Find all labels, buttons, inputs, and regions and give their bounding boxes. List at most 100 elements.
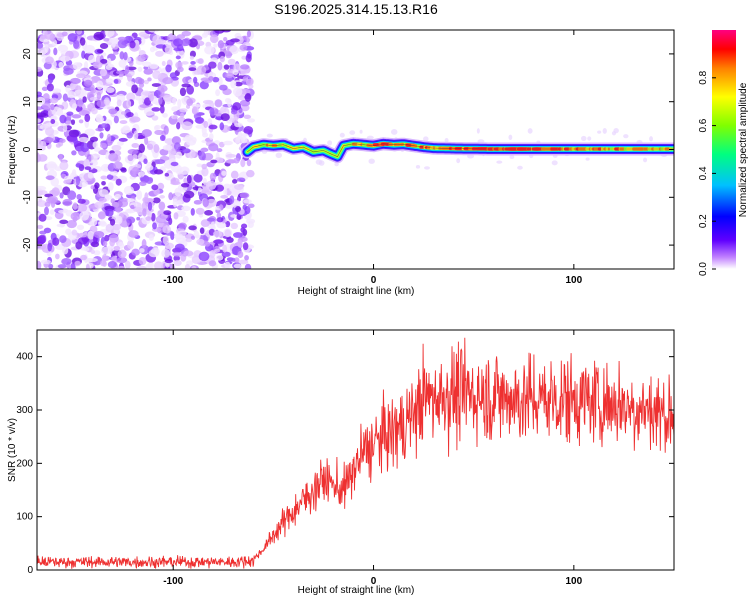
noise-blob: [115, 215, 123, 225]
noise-blob: [246, 30, 252, 38]
noise-blob: [169, 263, 176, 269]
noise-blob: [235, 137, 241, 145]
noise-blob: [242, 204, 248, 211]
noise-blob: [151, 83, 162, 87]
noise-blob: [50, 177, 60, 187]
noise-blob: [241, 55, 248, 60]
noise-blob: [138, 143, 145, 153]
noise-blob: [75, 73, 86, 79]
noise-blob: [241, 223, 248, 229]
noise-blob: [101, 254, 107, 263]
noise-blob: [73, 138, 79, 145]
noise-blob: [46, 161, 57, 171]
noise-blob: [45, 175, 55, 180]
noise-blob: [136, 265, 148, 269]
noise-blob: [47, 242, 53, 252]
y-tick-label: 100: [16, 512, 33, 523]
noise-blob: [42, 93, 50, 101]
noise-blob: [37, 118, 42, 123]
noise-blob: [188, 67, 197, 72]
noise-blob: [44, 30, 54, 40]
noise-blob: [183, 190, 195, 199]
noise-blob: [120, 168, 127, 173]
noise-blob: [181, 205, 191, 212]
noise-blob: [173, 255, 180, 262]
noise-blob: [225, 204, 233, 209]
noise-blob: [120, 126, 131, 134]
noise-blob: [124, 65, 130, 75]
noise-blob: [190, 235, 196, 240]
noise-blob: [92, 61, 103, 69]
noise-speck: [366, 135, 374, 140]
noise-blob: [242, 242, 249, 251]
noise-blob: [163, 159, 174, 170]
noise-speck: [477, 139, 485, 144]
noise-blob: [208, 133, 214, 140]
noise-speck: [496, 160, 503, 164]
noise-blob: [164, 258, 173, 264]
colorbar-tick-label: 0.6: [698, 118, 709, 132]
noise-blob: [70, 77, 81, 85]
noise-blob: [138, 97, 144, 106]
noise-speck: [368, 158, 375, 164]
noise-blob: [152, 70, 161, 80]
noise-blob: [62, 93, 68, 102]
noise-blob: [171, 136, 182, 145]
noise-blob: [149, 63, 159, 69]
noise-blob: [213, 230, 223, 238]
spectrogram-y-label: Frequency (Hz): [7, 116, 18, 185]
noise-blob: [37, 234, 46, 245]
noise-blob: [58, 209, 67, 214]
noise-blob: [164, 138, 175, 145]
noise-blob: [95, 115, 104, 123]
snr-x-label: Height of straight line (km): [298, 585, 415, 596]
noise-blob: [89, 217, 98, 227]
noise-speck: [597, 130, 602, 134]
noise-blob: [161, 248, 171, 258]
noise-blob: [45, 127, 55, 136]
noise-speck: [423, 166, 430, 170]
noise-blob: [243, 114, 252, 120]
noise-blob: [138, 181, 147, 187]
noise-blob: [151, 115, 159, 121]
noise-blob: [65, 84, 71, 93]
noise-blob: [155, 44, 167, 49]
noise-blob: [127, 73, 133, 82]
noise-blob: [144, 192, 149, 202]
noise-blob: [109, 170, 118, 176]
noise-blob: [106, 133, 112, 143]
colorbar-tick-label: 0.4: [698, 166, 709, 180]
y-tick-label: 10: [22, 96, 33, 108]
noise-blob: [219, 122, 225, 131]
noise-blob: [179, 166, 190, 175]
noise-blob: [212, 76, 220, 83]
snr-series-line: [37, 337, 674, 569]
noise-blob: [244, 255, 249, 261]
noise-blob: [193, 230, 200, 239]
noise-blob: [146, 143, 154, 151]
noise-blob: [71, 150, 77, 156]
noise-blob: [159, 104, 165, 114]
noise-blob: [215, 89, 221, 97]
noise-blob: [223, 140, 233, 146]
noise-blob: [129, 40, 136, 49]
noise-blob: [227, 58, 236, 66]
noise-speck: [456, 158, 461, 164]
noise-blob: [113, 79, 119, 84]
noise-blob: [245, 53, 252, 63]
noise-blob: [115, 70, 126, 75]
noise-blob: [143, 158, 148, 165]
noise-speck: [327, 140, 333, 146]
noise-blob: [246, 159, 252, 167]
noise-blob: [49, 209, 55, 215]
y-tick-label: 0: [22, 146, 33, 152]
colorbar-tick-label: 0.8: [698, 70, 709, 84]
noise-blob: [126, 111, 134, 118]
noise-blob: [62, 198, 73, 207]
noise-blob: [208, 61, 217, 69]
noise-blob: [47, 195, 58, 204]
noise-blob: [189, 55, 194, 60]
noise-blob: [90, 241, 100, 248]
noise-blob: [238, 95, 246, 101]
noise-blob: [214, 30, 225, 34]
